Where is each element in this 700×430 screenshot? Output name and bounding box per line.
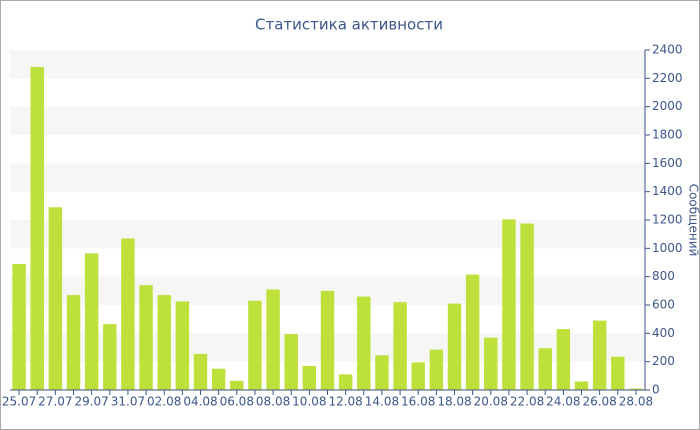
bar — [538, 348, 552, 390]
bar — [248, 300, 262, 390]
bar — [338, 374, 353, 390]
y-tick-label: 1200 — [652, 213, 683, 227]
grid-band — [10, 163, 645, 192]
bar — [48, 207, 63, 390]
x-tick-label: 29.07 — [74, 395, 108, 409]
bar — [302, 365, 317, 390]
bar — [12, 263, 26, 390]
bar — [357, 296, 371, 390]
y-tick-label: 2200 — [652, 71, 683, 85]
x-tick-label: 02.08 — [147, 395, 181, 409]
y-axis-label: Сообщений — [687, 184, 700, 257]
x-tick-label: 10.08 — [292, 395, 326, 409]
y-tick-label: 600 — [652, 298, 675, 312]
bar — [157, 295, 171, 390]
x-tick-label: 20.08 — [474, 395, 508, 409]
bar — [484, 337, 498, 390]
x-tick-label: 24.08 — [546, 395, 580, 409]
x-tick-label: 22.08 — [510, 395, 544, 409]
bar — [429, 349, 444, 390]
bar — [193, 353, 208, 390]
bar — [393, 302, 407, 390]
x-tick-label: 26.08 — [582, 395, 616, 409]
x-tick-label: 08.08 — [256, 395, 290, 409]
bar — [556, 329, 571, 390]
grid-band — [10, 220, 645, 249]
chart-title: Статистика активности — [255, 16, 443, 34]
x-tick-label: 28.08 — [619, 395, 653, 409]
x-tick-label: 31.07 — [111, 395, 145, 409]
y-tick-label: 1400 — [652, 184, 683, 198]
x-tick-label: 18.08 — [437, 395, 471, 409]
bar — [175, 301, 190, 390]
y-tick-label: 400 — [652, 326, 675, 340]
y-tick-label: 2000 — [652, 99, 683, 113]
bar — [139, 285, 153, 390]
bar — [320, 290, 335, 390]
bar — [502, 219, 516, 390]
bar — [103, 324, 117, 390]
x-tick-label: 12.08 — [328, 395, 362, 409]
bar — [121, 238, 135, 390]
x-tick-label: 27.07 — [38, 395, 72, 409]
bar — [211, 368, 226, 390]
y-tick-label: 0 — [652, 383, 660, 397]
x-tick-label: 06.08 — [220, 395, 254, 409]
x-tick-label: 04.08 — [183, 395, 217, 409]
x-tick-label: 14.08 — [365, 395, 399, 409]
x-tick-label: 25.07 — [2, 395, 36, 409]
bar — [629, 388, 643, 390]
y-tick-label: 1000 — [652, 241, 683, 255]
bar — [284, 334, 298, 390]
x-tick-label: 16.08 — [401, 395, 435, 409]
y-tick-label: 2400 — [652, 43, 683, 57]
bar — [520, 223, 534, 390]
bar — [447, 303, 462, 390]
grid-band — [10, 106, 645, 135]
bar — [66, 295, 81, 390]
bar — [611, 356, 625, 390]
y-tick-label: 200 — [652, 354, 675, 368]
bar — [574, 381, 589, 390]
bar — [375, 355, 389, 390]
y-tick-label: 800 — [652, 269, 675, 283]
bar — [30, 67, 44, 390]
y-tick-label: 1800 — [652, 128, 683, 142]
bar — [411, 362, 425, 390]
bar — [230, 380, 244, 390]
bar — [592, 320, 607, 390]
grid-band — [10, 50, 645, 79]
bar — [266, 289, 280, 390]
bar — [84, 253, 99, 390]
bar — [465, 274, 480, 390]
y-tick-label: 1600 — [652, 156, 683, 170]
